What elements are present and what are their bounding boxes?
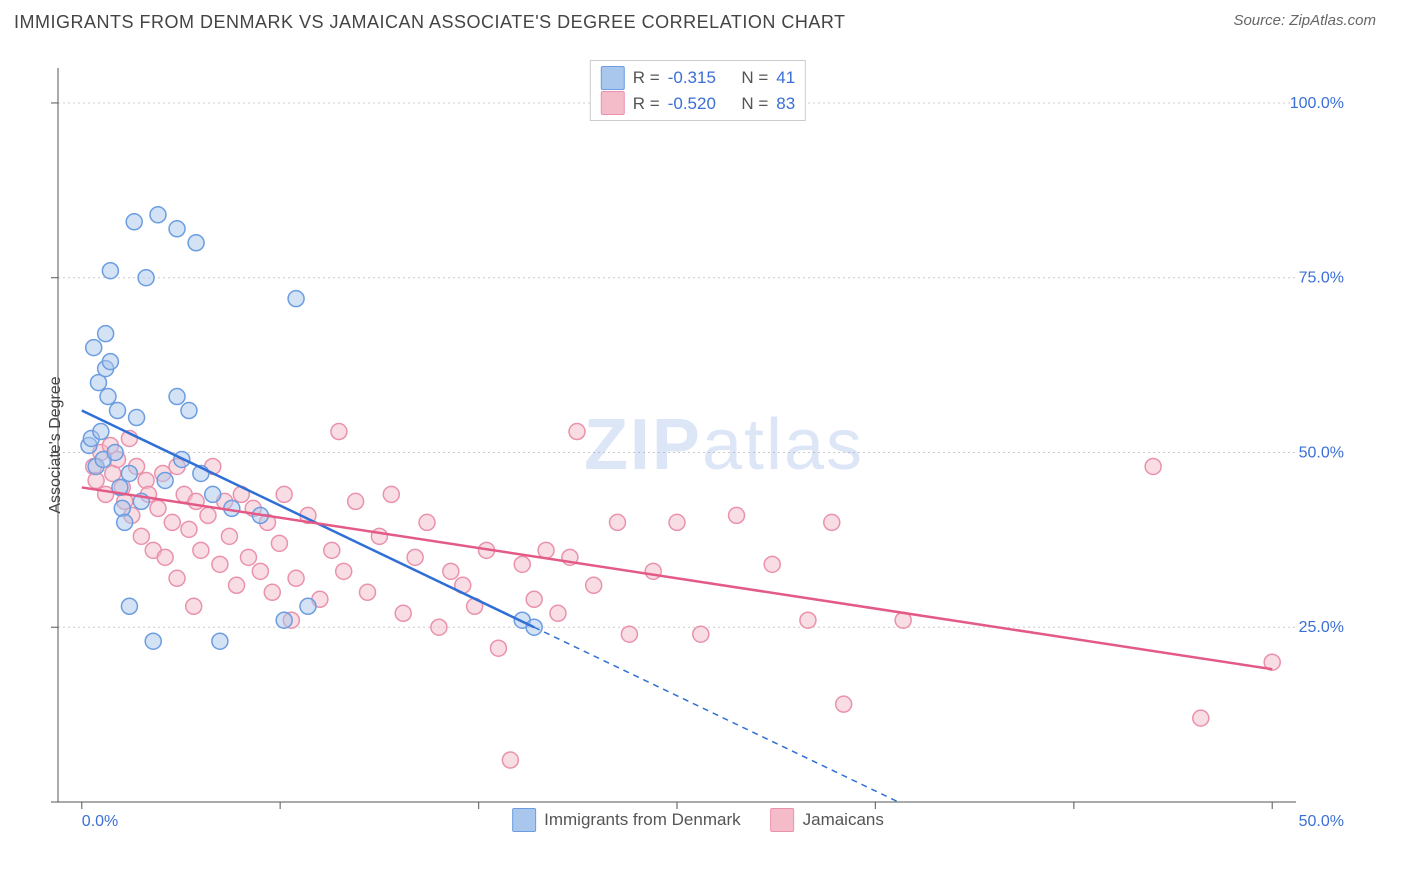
r-value-denmark: -0.315 xyxy=(668,65,716,91)
svg-text:0.0%: 0.0% xyxy=(82,813,118,830)
series-legend: Immigrants from Denmark Jamaicans xyxy=(512,808,884,832)
stats-legend: R = -0.315 N = 41 R = -0.520 N = 83 xyxy=(590,60,806,121)
svg-text:75.0%: 75.0% xyxy=(1299,270,1344,287)
legend-label-denmark: Immigrants from Denmark xyxy=(544,810,740,830)
r-label: R = xyxy=(633,65,660,91)
legend-label-jamaicans: Jamaicans xyxy=(803,810,884,830)
legend-swatch-denmark xyxy=(512,808,536,832)
n-value-jamaicans: 83 xyxy=(776,91,795,117)
source-label: Source: ZipAtlas.com xyxy=(1233,12,1376,29)
swatch-denmark xyxy=(601,66,625,90)
chart-header: IMMIGRANTS FROM DENMARK VS JAMAICAN ASSO… xyxy=(0,0,1406,33)
svg-text:25.0%: 25.0% xyxy=(1299,619,1344,636)
svg-text:50.0%: 50.0% xyxy=(1299,813,1344,830)
legend-swatch-jamaicans xyxy=(771,808,795,832)
stats-row-denmark: R = -0.315 N = 41 xyxy=(601,65,795,91)
r-value-jamaicans: -0.520 xyxy=(668,91,716,117)
chart-title: IMMIGRANTS FROM DENMARK VS JAMAICAN ASSO… xyxy=(14,12,846,33)
r-label: R = xyxy=(633,91,660,117)
n-label: N = xyxy=(741,91,768,117)
chart-area: Associate's Degree ZIPatlas R = -0.315 N… xyxy=(48,60,1348,830)
svg-text:50.0%: 50.0% xyxy=(1299,444,1344,461)
svg-text:100.0%: 100.0% xyxy=(1290,95,1344,112)
stats-row-jamaicans: R = -0.520 N = 83 xyxy=(601,91,795,117)
n-value-denmark: 41 xyxy=(776,65,795,91)
legend-item-jamaicans: Jamaicans xyxy=(771,808,884,832)
n-label: N = xyxy=(741,65,768,91)
swatch-jamaicans xyxy=(601,91,625,115)
scatter-plot: 25.0% 50.0% 75.0% 100.0% 0.0% 50.0% xyxy=(48,60,1348,830)
y-axis-title: Associate's Degree xyxy=(47,376,65,513)
legend-item-denmark: Immigrants from Denmark xyxy=(512,808,740,832)
